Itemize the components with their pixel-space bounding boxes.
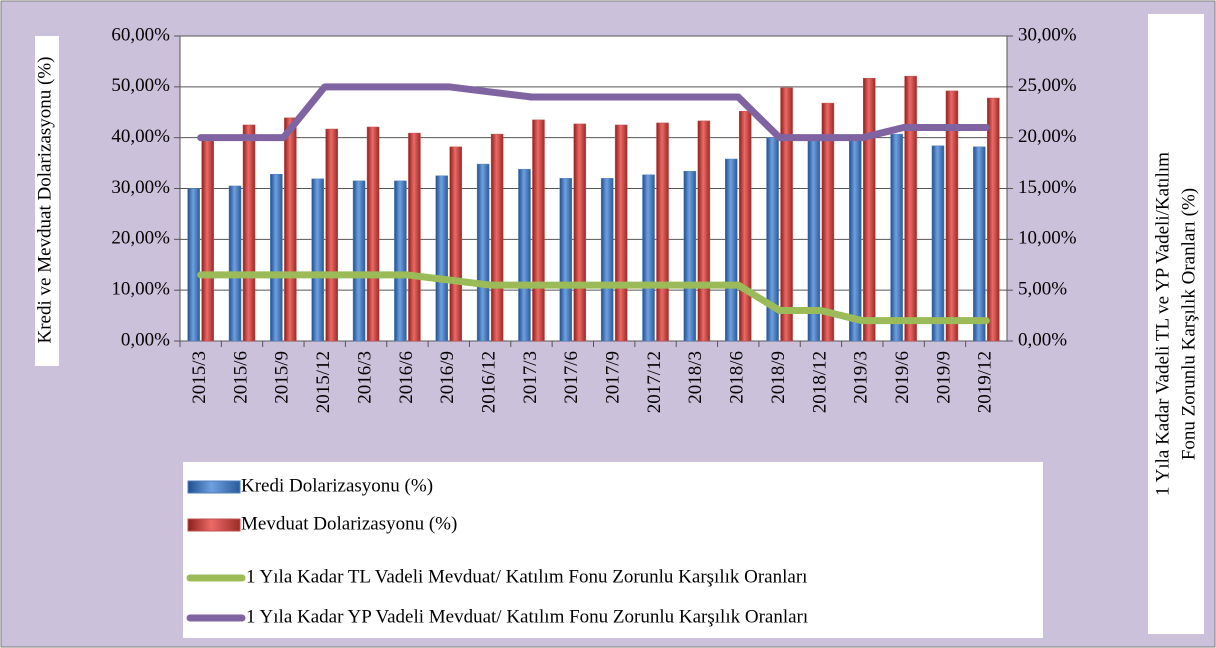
x-tick-label: 2018/6 (727, 351, 748, 404)
bar (435, 175, 449, 342)
y-tick-label: 0,00% (121, 329, 170, 350)
y2-axis-title: 1 Yıla Kadar Vadeli TL ve YP Vadeli/Katı… (1152, 152, 1173, 496)
bar (352, 180, 366, 342)
y2-tick-label: 10,00% (1018, 228, 1077, 249)
bar (242, 124, 256, 342)
bar (366, 126, 380, 342)
bar (476, 163, 490, 342)
bar (945, 90, 959, 342)
bar (490, 133, 504, 342)
bar (600, 178, 614, 342)
x-tick-label: 2019/12 (975, 351, 996, 413)
bar (325, 128, 338, 342)
x-tick-label: 2018/12 (809, 351, 830, 413)
y-tick-label: 20,00% (111, 228, 170, 249)
bar (780, 87, 793, 342)
x-tick-label: 2019/6 (892, 351, 913, 404)
x-tick-label: 2019/9 (933, 351, 954, 404)
x-tick-label: 2016/6 (396, 351, 417, 404)
x-tick-label: 2015/12 (313, 351, 334, 413)
bar (987, 97, 1000, 342)
bar (697, 120, 711, 342)
bar (614, 124, 628, 342)
x-tick-label: 2018/3 (685, 351, 706, 404)
bar (559, 178, 573, 342)
x-tick-label: 2019/3 (851, 351, 872, 404)
x-tick-label: 2015/3 (189, 351, 210, 404)
legend-swatch (187, 480, 241, 494)
bar (849, 137, 862, 342)
x-tick-label: 2016/9 (437, 351, 458, 404)
x-tick-label: 2017/3 (520, 351, 541, 404)
legend-label: Kredi Dolarizasyonu (%) (241, 475, 433, 496)
legend-label: 1 Yıla Kadar TL Vadeli Mevduat/ Katılım … (246, 566, 807, 587)
y-title-box (35, 36, 59, 366)
line (197, 83, 990, 142)
bar (656, 122, 669, 342)
y-axis-title: Kredi ve Mevduat Dolarizasyonu (%) (34, 56, 55, 343)
x-tick-label: 2015/6 (230, 351, 251, 404)
x-tick-label: 2016/12 (478, 351, 499, 413)
bar (931, 145, 945, 342)
bar (311, 178, 324, 342)
y-tick-label: 10,00% (111, 279, 170, 300)
bar (408, 132, 421, 342)
y2-tick-label: 5,00% (1018, 279, 1067, 300)
x-tick-label: 2017/6 (561, 351, 582, 404)
y-tick-label: 40,00% (111, 126, 170, 147)
bar (394, 180, 407, 342)
y2-tick-label: 20,00% (1018, 126, 1077, 147)
bar (532, 119, 545, 342)
x-tick-label: 2015/9 (272, 351, 293, 404)
bar (683, 170, 697, 342)
bar (766, 137, 779, 342)
bar (573, 123, 587, 342)
y2-tick-label: 30,00% (1018, 24, 1077, 45)
x-tick-label: 2017/9 (603, 351, 624, 404)
x-tick-label: 2016/3 (354, 351, 375, 404)
y-tick-label: 60,00% (111, 24, 170, 45)
bar (724, 158, 738, 342)
y2-tick-label: 0,00% (1018, 329, 1067, 350)
bar (821, 102, 835, 342)
legend-label: Mevduat Dolarizasyonu (%) (241, 513, 457, 534)
legend-swatch (187, 518, 241, 532)
bar (187, 188, 200, 342)
bar (904, 75, 917, 342)
y-tick-label: 30,00% (111, 177, 170, 198)
legend-label: 1 Yıla Kadar YP Vadeli Mevduat/ Katılım … (246, 606, 808, 627)
bar (270, 174, 283, 342)
bar (973, 146, 986, 342)
y2-axis-title: Fonu Zorunlu Karşılık Oranları (%) (1178, 188, 1199, 460)
x-tick-label: 2018/9 (768, 351, 789, 404)
bar (201, 139, 214, 342)
y-tick-label: 50,00% (111, 75, 170, 96)
bar (738, 110, 752, 342)
bar (449, 146, 463, 342)
line (197, 271, 990, 325)
bar (642, 174, 655, 342)
bar (284, 117, 297, 342)
bar (518, 168, 531, 342)
y2-tick-label: 15,00% (1018, 177, 1077, 198)
legend-box (183, 462, 1043, 638)
bar (228, 185, 242, 342)
bar (863, 77, 876, 342)
x-tick-label: 2017/12 (644, 351, 665, 413)
y2-title-box (1148, 14, 1204, 634)
bar (890, 133, 903, 342)
y2-tick-label: 25,00% (1018, 75, 1077, 96)
